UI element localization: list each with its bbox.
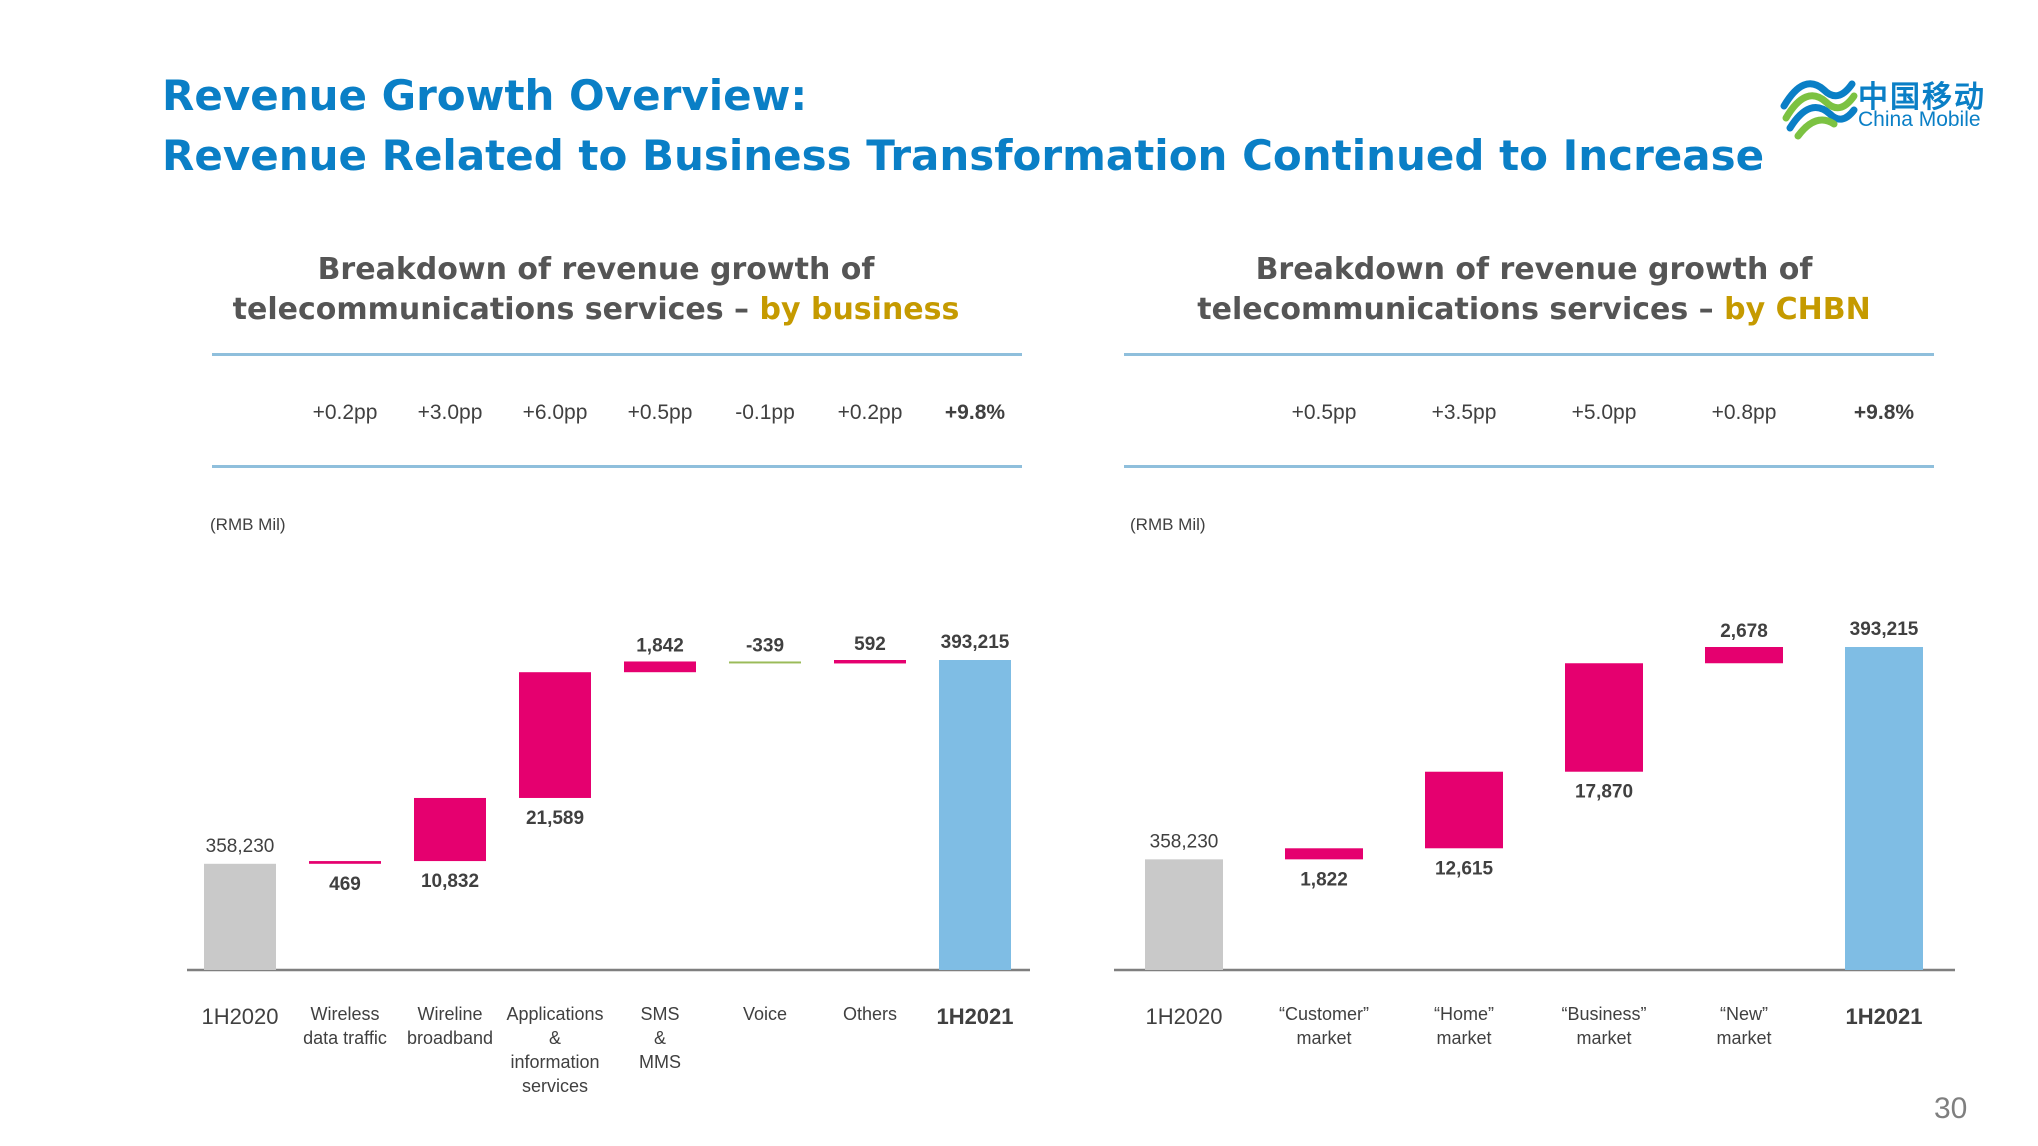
right-bottom-divider [1124, 465, 1934, 468]
tick-label: 1H2021 [936, 1004, 1013, 1029]
right-title-line-1: Breakdown of revenue growth of [1255, 252, 1813, 287]
tick-label: & [654, 1028, 666, 1048]
growth-contribution-label: +9.8% [945, 401, 1005, 424]
right-top-divider [1124, 353, 1934, 356]
data-label: 21,589 [526, 808, 584, 829]
data-label: 358,230 [1150, 831, 1219, 852]
data-label: 358,230 [206, 836, 275, 857]
china-mobile-logo-icon [1780, 80, 1858, 140]
tick-label: Wireless [310, 1004, 379, 1024]
growth-contribution-label: +5.0pp [1572, 401, 1637, 424]
tick-label: “Business” [1561, 1004, 1646, 1024]
waterfall-bar [1705, 647, 1783, 664]
left-bottom-divider [212, 465, 1022, 468]
tick-label: Wireline [417, 1004, 482, 1024]
tick-label: Applications [506, 1004, 603, 1024]
title-line-2: Revenue Related to Business Transformati… [162, 131, 1765, 180]
growth-contribution-label: +3.0pp [418, 401, 483, 424]
left-title-line-2: telecommunications services – [232, 292, 760, 327]
data-label: 17,870 [1575, 782, 1633, 803]
tick-label: “Home” [1434, 1004, 1494, 1024]
tick-label: market [1436, 1028, 1491, 1048]
tick-label: & [549, 1028, 561, 1048]
growth-contribution-label: +0.5pp [628, 401, 693, 424]
growth-contribution-label: +9.8% [1854, 401, 1914, 424]
data-label: 1,842 [636, 635, 684, 656]
tick-label: SMS [640, 1004, 679, 1024]
data-label: 10,832 [421, 871, 479, 892]
waterfall-bar [834, 660, 906, 664]
tick-label: broadband [407, 1028, 493, 1048]
tick-label: MMS [639, 1052, 681, 1072]
growth-contribution-label: +0.2pp [313, 401, 378, 424]
right-title-highlight: by CHBN [1724, 292, 1871, 327]
waterfall-bar [729, 661, 801, 664]
tick-label: data traffic [303, 1028, 387, 1048]
unit-label: (RMB Mil) [210, 515, 286, 534]
growth-contribution-label: +0.8pp [1712, 401, 1777, 424]
tick-label: “Customer” [1279, 1004, 1369, 1024]
data-label: 592 [854, 634, 886, 655]
waterfall-bar [414, 797, 486, 862]
left-title-line-1: Breakdown of revenue growth of [317, 252, 875, 287]
growth-contribution-label: -0.1pp [735, 401, 795, 424]
left-top-divider [212, 353, 1022, 356]
right-title-line-2: telecommunications services – [1197, 292, 1725, 327]
tick-label: Voice [743, 1004, 787, 1024]
unit-label: (RMB Mil) [1130, 515, 1206, 534]
waterfall-bar [309, 861, 381, 864]
tick-label: 1H2020 [1145, 1004, 1222, 1029]
tick-label: information [510, 1052, 599, 1072]
waterfall-bar [1285, 848, 1363, 860]
data-label: 393,215 [1850, 619, 1919, 640]
waterfall-bar [519, 672, 591, 798]
tick-label: 1H2020 [201, 1004, 278, 1029]
waterfall-bar [1425, 771, 1503, 849]
page-number: 30 [1934, 1092, 1968, 1125]
growth-contribution-label: +0.2pp [838, 401, 903, 424]
tick-label: market [1296, 1028, 1351, 1048]
title-line-1: Revenue Growth Overview: [162, 71, 808, 120]
waterfall-bar [1565, 663, 1643, 772]
data-label: 1,822 [1300, 869, 1348, 890]
data-label: -339 [746, 635, 784, 656]
waterfall-bar [204, 863, 276, 970]
growth-contribution-label: +6.0pp [523, 401, 588, 424]
waterfall-bar [1145, 859, 1223, 970]
tick-label: “New” [1720, 1004, 1768, 1024]
tick-label: market [1576, 1028, 1631, 1048]
tick-label: services [522, 1076, 588, 1096]
waterfall-bar [624, 661, 696, 673]
growth-contribution-label: +3.5pp [1432, 401, 1497, 424]
tick-label: 1H2021 [1845, 1004, 1922, 1029]
waterfall-bar [1845, 647, 1923, 970]
left-title-highlight: by business [759, 292, 960, 327]
page-title: Revenue Growth Overview: Revenue Related… [162, 66, 1764, 186]
data-label: 469 [329, 874, 361, 895]
right-panel-title: Breakdown of revenue growth of telecommu… [1124, 250, 1944, 330]
data-label: 393,215 [941, 632, 1010, 653]
tick-label: market [1716, 1028, 1771, 1048]
data-label: 2,678 [1720, 621, 1768, 642]
waterfall-bar [939, 660, 1011, 970]
left-panel-title: Breakdown of revenue growth of telecommu… [186, 250, 1006, 330]
growth-contribution-label: +0.5pp [1292, 401, 1357, 424]
logo-chinese-text: 中国移动 [1858, 81, 1986, 114]
tick-label: Others [843, 1004, 897, 1024]
data-label: 12,615 [1435, 858, 1494, 879]
logo-english-text: China Mobile [1858, 108, 1981, 131]
